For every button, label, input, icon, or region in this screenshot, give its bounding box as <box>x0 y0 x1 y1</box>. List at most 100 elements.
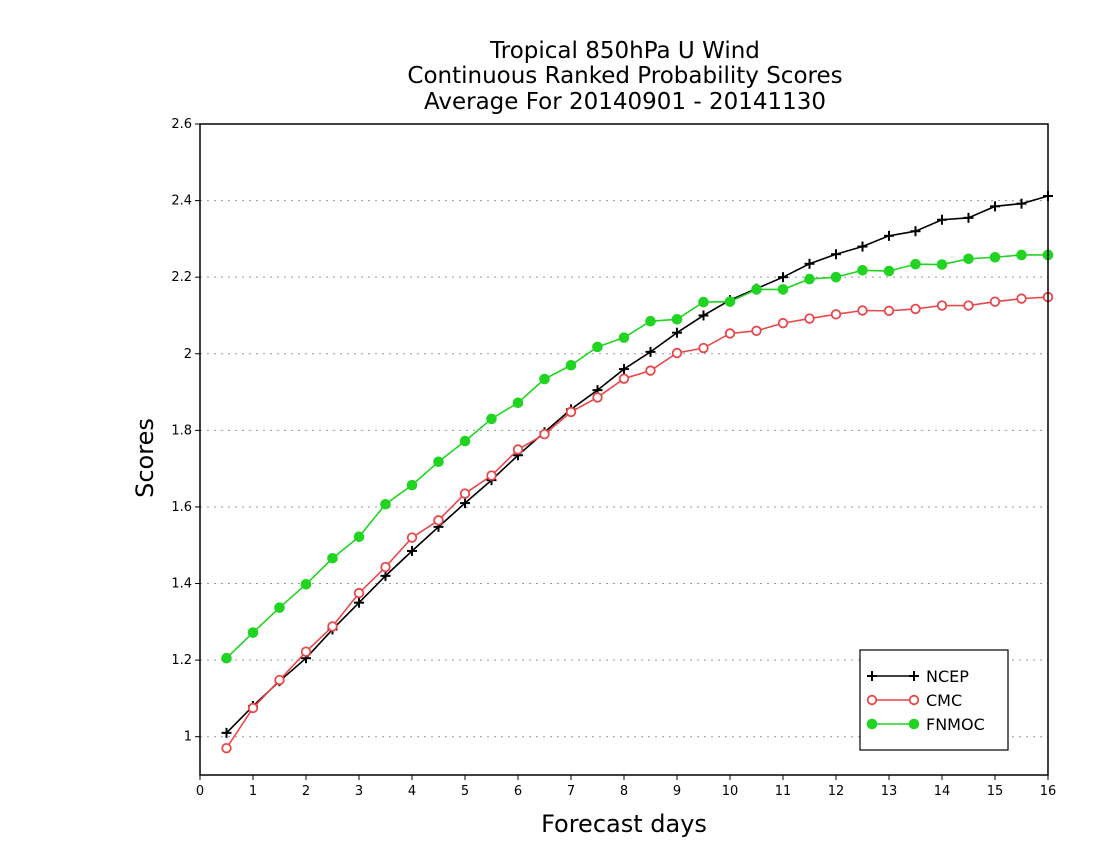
data-point-cmc <box>512 444 524 455</box>
data-point-cmc <box>724 328 736 339</box>
data-point-cmc <box>459 488 471 499</box>
series-cmc <box>221 291 1054 754</box>
data-point-fnmoc <box>883 265 895 277</box>
data-point-cmc <box>221 742 232 754</box>
data-point-fnmoc <box>830 271 842 283</box>
data-point-cmc <box>698 342 709 354</box>
data-point-fnmoc <box>618 332 630 343</box>
data-point-cmc <box>433 515 444 526</box>
data-point-cmc <box>618 373 630 384</box>
data-point-cmc <box>300 646 312 657</box>
data-point-cmc <box>671 347 683 359</box>
y-tick-label: 1 <box>184 730 192 745</box>
data-point-ncep <box>354 597 364 608</box>
data-point-ncep <box>857 241 868 252</box>
legend-marker-fnmoc <box>908 718 920 730</box>
y-tick-label: 1.6 <box>171 500 192 515</box>
data-point-cmc <box>486 470 497 481</box>
data-point-fnmoc <box>724 296 736 307</box>
x-tick-label: 13 <box>881 784 898 799</box>
data-point-ncep <box>910 226 921 237</box>
x-tick-label: 11 <box>775 784 792 799</box>
x-tick-label: 5 <box>461 784 469 799</box>
data-point-fnmoc <box>221 652 232 664</box>
data-point-cmc <box>963 300 974 311</box>
data-point-cmc <box>274 674 285 686</box>
data-point-fnmoc <box>300 578 312 590</box>
data-point-ncep <box>407 545 417 556</box>
y-tick-label: 2.6 <box>171 117 192 132</box>
data-point-ncep <box>884 230 894 241</box>
x-tick-label: 2 <box>302 784 310 799</box>
data-point-ncep <box>460 498 470 509</box>
y-tick-label: 2 <box>184 347 192 362</box>
y-tick-label: 2.2 <box>171 270 192 285</box>
x-tick-label: 8 <box>620 784 628 799</box>
data-point-fnmoc <box>645 315 656 327</box>
axis-ticks: 11.21.41.61.822.22.42.60 1 2 3 4 5 6 7 8 9 10 11 12 1… <box>171 117 1056 799</box>
data-point-fnmoc <box>433 456 444 468</box>
y-axis-label: Scores <box>131 418 159 498</box>
x-tick-label: 1 <box>249 784 257 799</box>
data-point-ncep <box>831 249 841 260</box>
legend-label-ncep: NCEP <box>926 667 969 686</box>
data-point-ncep <box>990 201 1000 212</box>
data-point-ncep <box>672 327 682 338</box>
data-point-fnmoc <box>274 602 285 613</box>
data-point-fnmoc <box>459 435 471 447</box>
y-tick-label: 1.2 <box>171 653 192 668</box>
x-tick-label: 15 <box>987 784 1004 799</box>
data-point-ncep <box>963 212 974 223</box>
data-point-cmc <box>592 392 603 403</box>
x-tick-label: 9 <box>673 784 681 799</box>
x-tick-label: 16 <box>1040 784 1057 799</box>
x-tick-label: 14 <box>934 784 951 799</box>
data-point-fnmoc <box>565 359 577 371</box>
legend-marker-ncep <box>867 671 877 681</box>
x-tick-label: 4 <box>408 784 416 799</box>
data-point-cmc <box>247 702 259 714</box>
data-point-fnmoc <box>353 531 365 543</box>
legend-marker-fnmoc <box>866 718 878 730</box>
data-point-fnmoc <box>989 251 1001 263</box>
data-point-cmc <box>883 305 895 317</box>
legend-label-fnmoc: FNMOC <box>926 715 985 734</box>
data-point-fnmoc <box>671 314 683 325</box>
x-tick-label: 0 <box>196 784 204 799</box>
legend-marker-cmc <box>866 694 878 706</box>
y-tick-label: 1.4 <box>171 577 192 592</box>
chart-title-line-2: Continuous Ranked Probability Scores <box>407 63 843 89</box>
data-point-fnmoc <box>698 296 709 308</box>
data-point-cmc <box>353 587 365 599</box>
y-tick-label: 1.8 <box>171 423 192 438</box>
data-point-fnmoc <box>751 284 762 295</box>
data-point-ncep <box>645 346 656 357</box>
legend: NCEP CMC FNMOC <box>859 649 1009 751</box>
legend-label-cmc: CMC <box>926 691 962 710</box>
data-point-fnmoc <box>406 479 418 491</box>
data-point-fnmoc <box>247 627 259 638</box>
data-point-fnmoc <box>910 258 921 270</box>
data-point-ncep <box>221 727 232 738</box>
chart-title-line-3: Average For 20140901 - 20141130 <box>423 89 827 115</box>
legend-item-ncep: NCEP <box>867 667 969 686</box>
x-tick-label: 10 <box>722 784 739 799</box>
data-point-fnmoc <box>804 273 815 285</box>
data-point-ncep <box>1016 198 1027 209</box>
data-point-ncep <box>804 258 815 269</box>
data-point-cmc <box>751 325 762 336</box>
chart-title-line-1: Tropical 850hPa U Wind <box>490 38 760 64</box>
data-point-ncep <box>698 310 709 321</box>
data-point-ncep <box>778 272 788 283</box>
legend-item-cmc: CMC <box>866 691 962 710</box>
data-point-cmc <box>989 296 1001 307</box>
data-point-cmc <box>936 300 948 311</box>
data-point-ncep <box>619 364 629 375</box>
legend-marker-cmc <box>908 694 920 706</box>
data-point-fnmoc <box>936 259 948 270</box>
data-point-fnmoc <box>857 264 868 276</box>
data-point-fnmoc <box>963 253 974 265</box>
data-point-fnmoc <box>1016 249 1027 261</box>
data-point-fnmoc <box>327 552 338 564</box>
